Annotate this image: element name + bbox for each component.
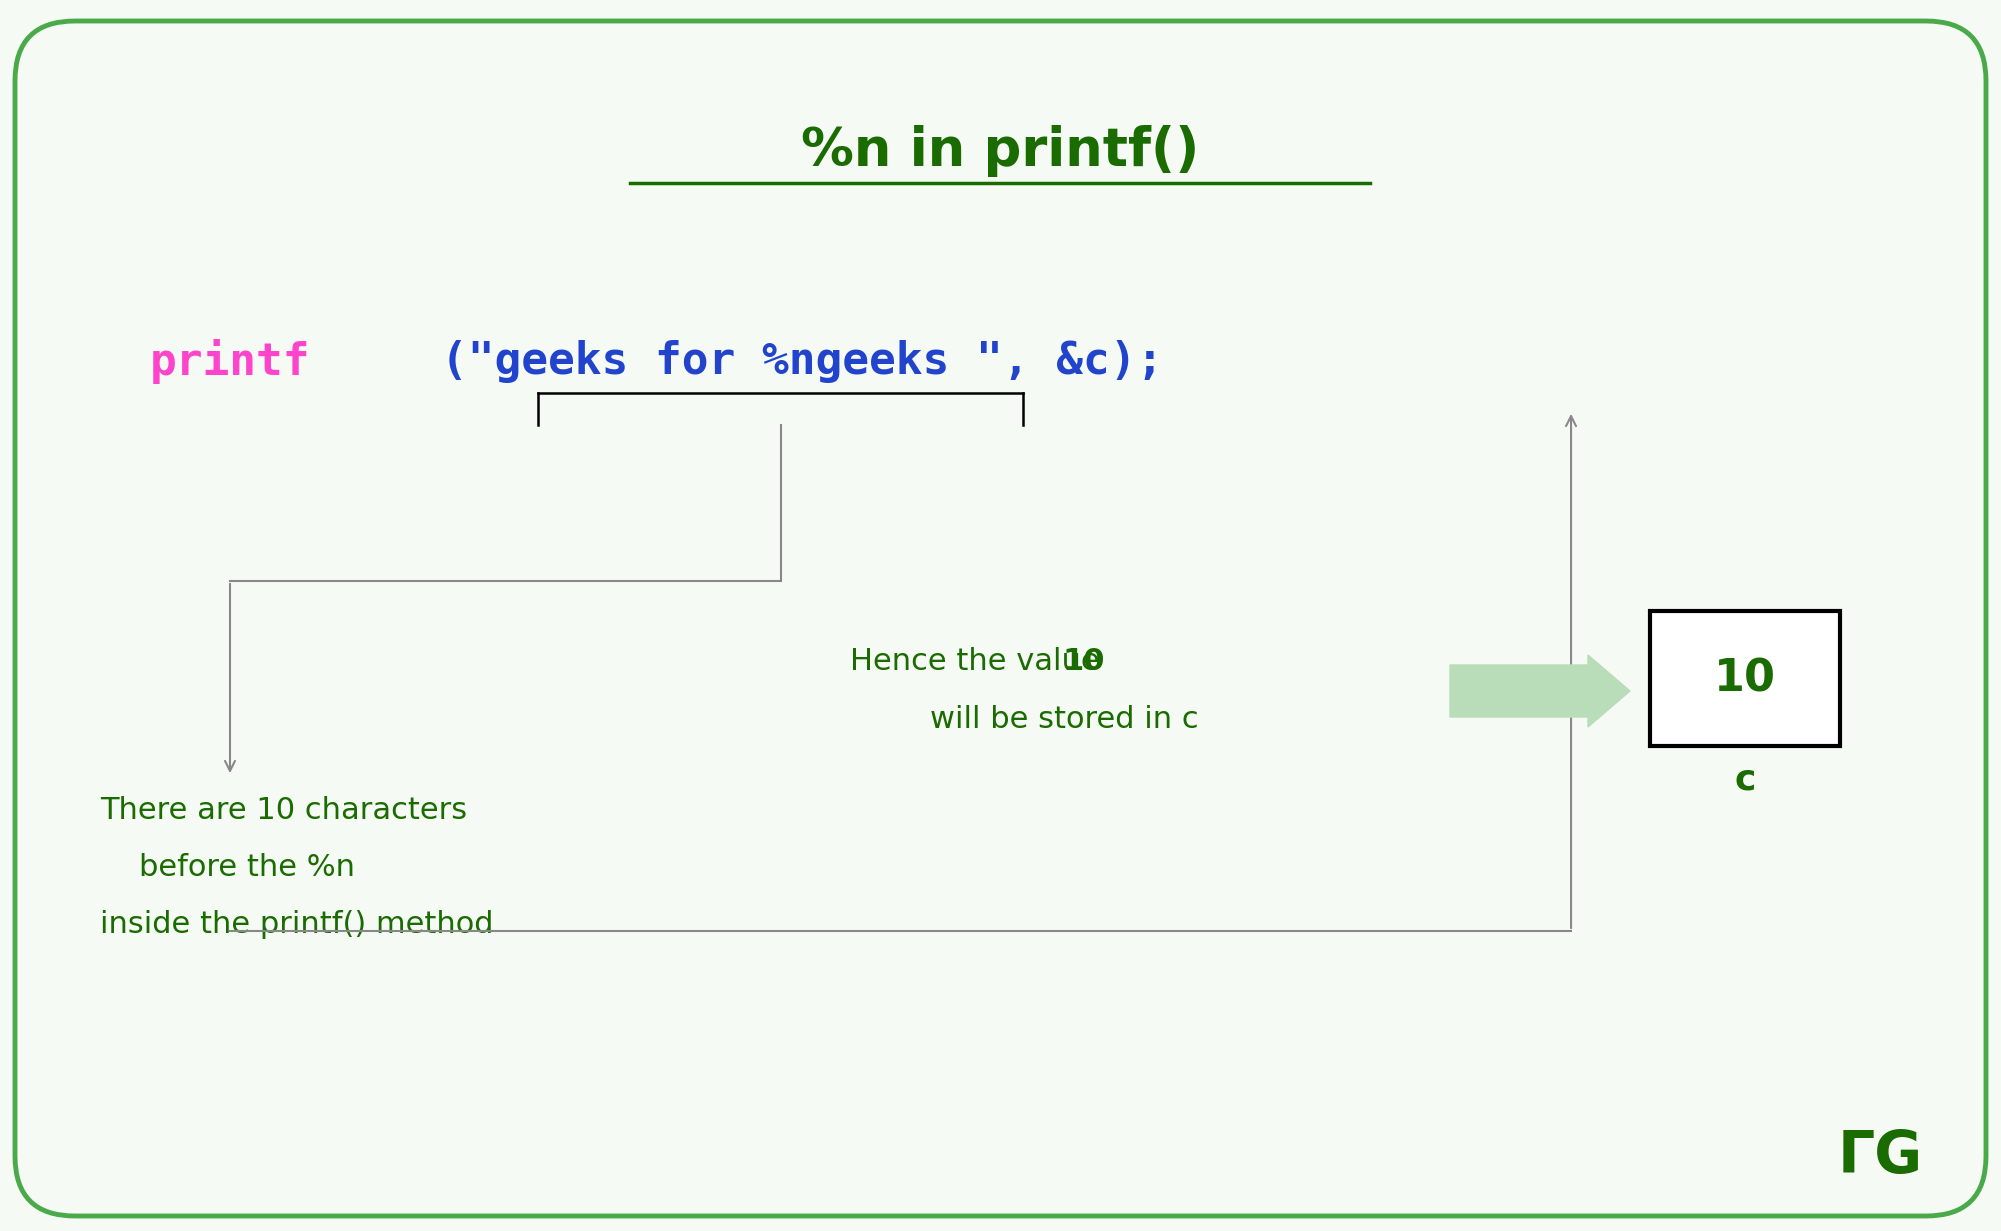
- Text: ("geeks for %ngeeks ", &c);: ("geeks for %ngeeks ", &c);: [440, 340, 1163, 383]
- Bar: [1651, 611, 1841, 746]
- Text: 10: 10: [1063, 646, 1105, 676]
- Text: c: c: [1735, 762, 1755, 796]
- Text: Hence the value: Hence the value: [850, 646, 1109, 676]
- Text: 10: 10: [1715, 657, 1777, 700]
- Text: will be stored in c: will be stored in c: [930, 704, 1199, 734]
- Text: before the %n: before the %n: [100, 853, 354, 881]
- FancyBboxPatch shape: [14, 21, 1987, 1216]
- Text: There are 10 characters: There are 10 characters: [100, 796, 466, 825]
- FancyArrow shape: [1451, 655, 1631, 728]
- Text: ΓG: ΓG: [1837, 1128, 1923, 1184]
- Text: inside the printf() method: inside the printf() method: [100, 910, 494, 939]
- Text: %n in printf(): %n in printf(): [800, 126, 1199, 177]
- Text: printf: printf: [150, 339, 310, 384]
